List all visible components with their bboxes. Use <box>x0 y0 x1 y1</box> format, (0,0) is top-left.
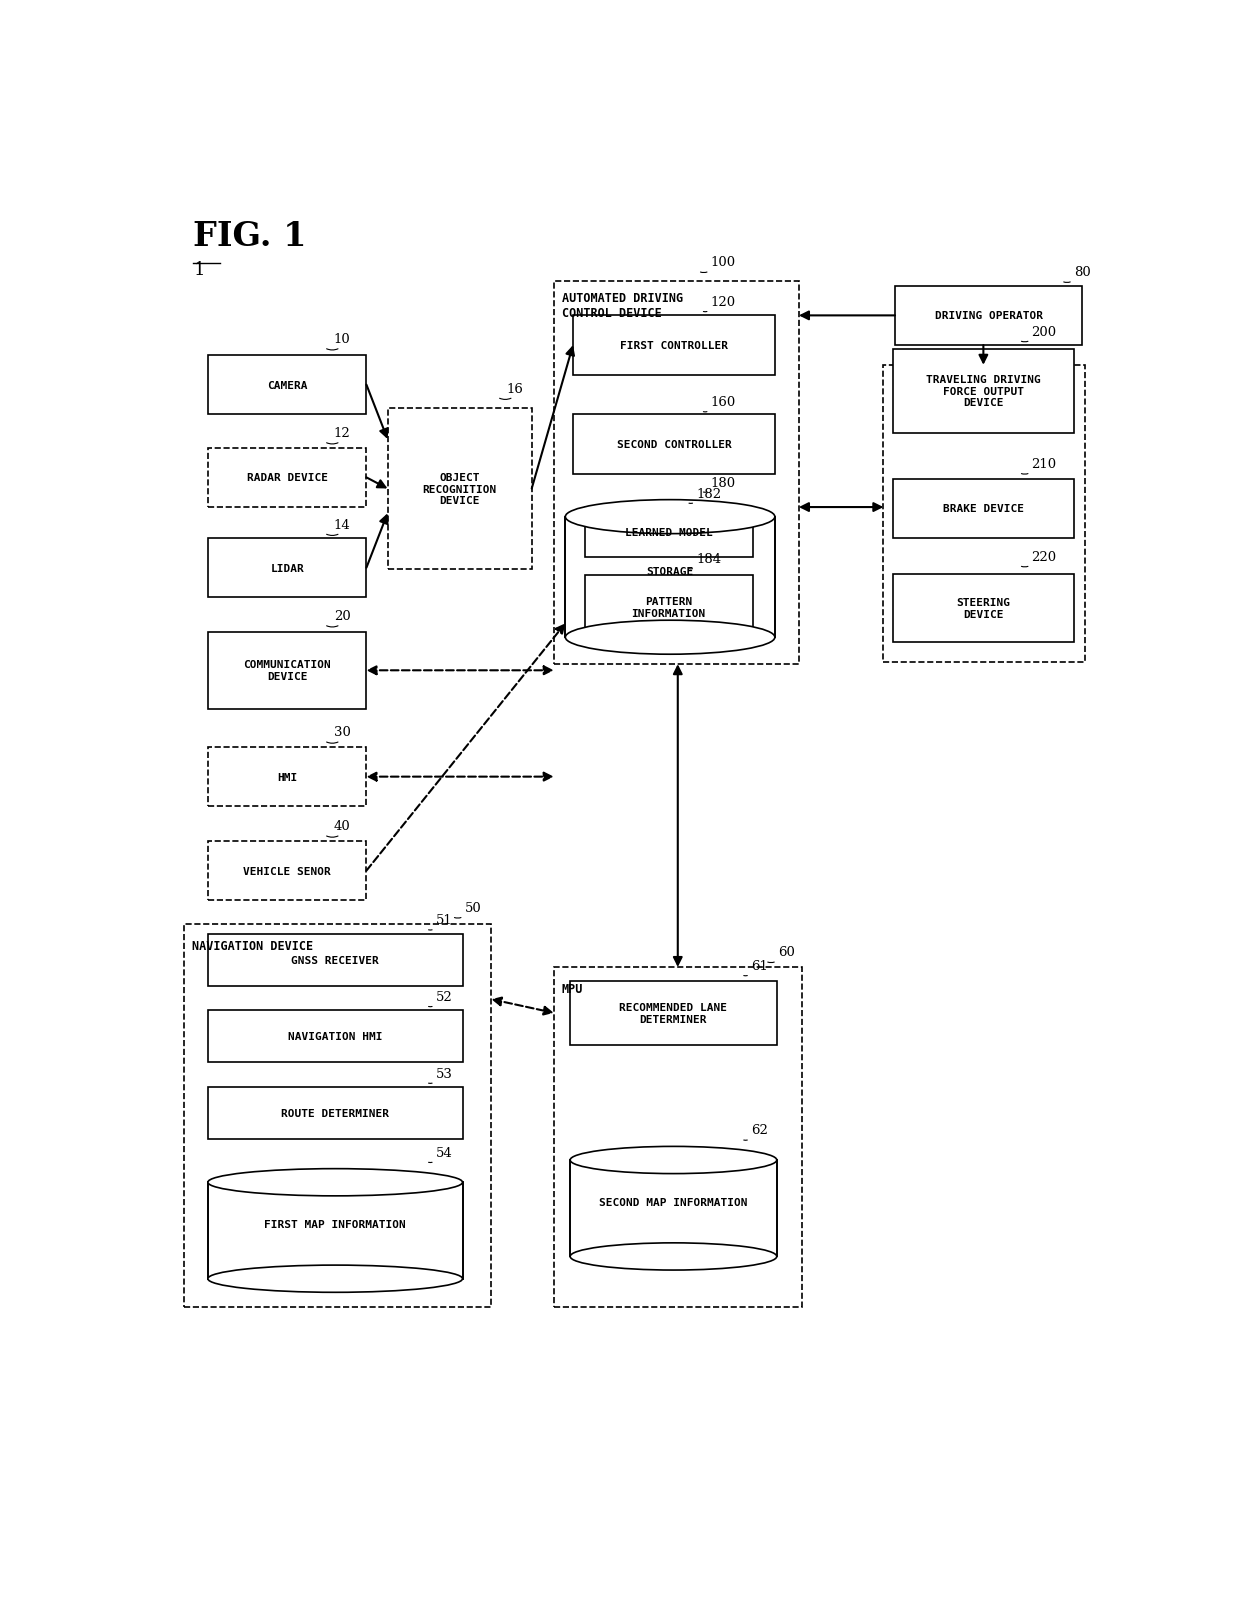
Text: MPU: MPU <box>562 982 583 995</box>
Text: VEHICLE SENOR: VEHICLE SENOR <box>243 867 331 876</box>
Text: FIG. 1: FIG. 1 <box>193 220 308 252</box>
Text: 10: 10 <box>334 332 351 345</box>
Text: SECOND MAP INFORMATION: SECOND MAP INFORMATION <box>599 1197 748 1207</box>
Text: 16: 16 <box>507 382 523 395</box>
Text: TRAVELING DRIVING
FORCE OUTPUT
DEVICE: TRAVELING DRIVING FORCE OUTPUT DEVICE <box>926 376 1040 408</box>
Bar <box>895 287 1083 345</box>
Text: 80: 80 <box>1074 266 1090 279</box>
Bar <box>565 517 775 637</box>
Ellipse shape <box>208 1265 463 1292</box>
Text: 50: 50 <box>465 902 481 915</box>
Text: 30: 30 <box>334 725 351 738</box>
Text: 182: 182 <box>696 488 722 501</box>
Text: FIRST CONTROLLER: FIRST CONTROLLER <box>620 340 728 351</box>
Text: 52: 52 <box>435 990 453 1003</box>
Text: RECOMMENDED LANE
DETERMINER: RECOMMENDED LANE DETERMINER <box>620 1003 728 1024</box>
Bar <box>584 507 753 557</box>
Text: 1: 1 <box>193 260 205 279</box>
Bar <box>208 356 367 416</box>
Text: 54: 54 <box>435 1146 453 1159</box>
Bar <box>554 281 799 664</box>
Text: STORAGE: STORAGE <box>646 567 693 576</box>
Bar <box>208 841 367 900</box>
Ellipse shape <box>208 1168 463 1196</box>
Text: CAMERA: CAMERA <box>267 380 308 390</box>
Text: 60: 60 <box>777 945 795 958</box>
Text: 184: 184 <box>696 552 722 567</box>
Text: 120: 120 <box>711 295 735 308</box>
Bar <box>208 632 367 709</box>
Bar <box>208 448 367 507</box>
Bar <box>573 316 775 376</box>
Ellipse shape <box>570 1242 776 1270</box>
Bar <box>893 480 1074 539</box>
Bar <box>208 1011 463 1063</box>
Text: NAVIGATION DEVICE: NAVIGATION DEVICE <box>191 939 312 952</box>
Text: RADAR DEVICE: RADAR DEVICE <box>247 473 327 483</box>
Text: 61: 61 <box>751 960 768 973</box>
Text: 220: 220 <box>1032 551 1056 563</box>
Bar <box>208 1183 463 1279</box>
Bar <box>208 1087 463 1140</box>
Bar <box>184 924 491 1308</box>
Text: 180: 180 <box>711 477 735 490</box>
Text: COMMUNICATION
DEVICE: COMMUNICATION DEVICE <box>243 660 331 682</box>
Bar <box>883 366 1085 663</box>
Text: AUTOMATED DRIVING
CONTROL DEVICE: AUTOMATED DRIVING CONTROL DEVICE <box>562 292 683 319</box>
Text: 200: 200 <box>1032 326 1056 339</box>
Ellipse shape <box>565 501 775 534</box>
Bar <box>573 416 775 475</box>
Text: 40: 40 <box>334 820 351 833</box>
Text: GNSS RECEIVER: GNSS RECEIVER <box>291 955 379 965</box>
Text: 12: 12 <box>334 427 351 440</box>
Bar <box>208 934 463 985</box>
Text: STEERING
DEVICE: STEERING DEVICE <box>956 597 1011 620</box>
Bar <box>570 981 776 1045</box>
Text: 53: 53 <box>435 1067 453 1080</box>
Text: 14: 14 <box>334 518 351 531</box>
Ellipse shape <box>570 1146 776 1173</box>
Bar <box>388 409 532 570</box>
Text: FIRST MAP INFORMATION: FIRST MAP INFORMATION <box>264 1220 405 1229</box>
Text: HMI: HMI <box>277 772 298 782</box>
Bar <box>208 748 367 807</box>
Text: 62: 62 <box>751 1124 768 1136</box>
Text: 51: 51 <box>435 913 453 926</box>
Bar <box>584 576 753 640</box>
Text: LIDAR: LIDAR <box>270 563 304 573</box>
Text: 20: 20 <box>334 610 351 623</box>
Ellipse shape <box>565 621 775 655</box>
Text: NAVIGATION HMI: NAVIGATION HMI <box>288 1032 382 1042</box>
Text: DRIVING OPERATOR: DRIVING OPERATOR <box>935 311 1043 321</box>
Text: PATTERN
INFORMATION: PATTERN INFORMATION <box>631 597 706 618</box>
Text: OBJECT
RECOGNITION
DEVICE: OBJECT RECOGNITION DEVICE <box>423 472 497 506</box>
Text: LEARNED MODEL: LEARNED MODEL <box>625 528 713 538</box>
Bar <box>570 1160 776 1257</box>
Bar <box>893 350 1074 433</box>
Text: 160: 160 <box>711 396 735 409</box>
Text: ROUTE DETERMINER: ROUTE DETERMINER <box>281 1109 389 1119</box>
Bar <box>208 539 367 599</box>
Bar <box>893 575 1074 642</box>
Text: BRAKE DEVICE: BRAKE DEVICE <box>942 504 1024 514</box>
Text: SECOND CONTROLLER: SECOND CONTROLLER <box>616 440 732 449</box>
Bar <box>554 968 802 1308</box>
Text: 210: 210 <box>1032 457 1056 470</box>
Text: 100: 100 <box>711 257 735 270</box>
